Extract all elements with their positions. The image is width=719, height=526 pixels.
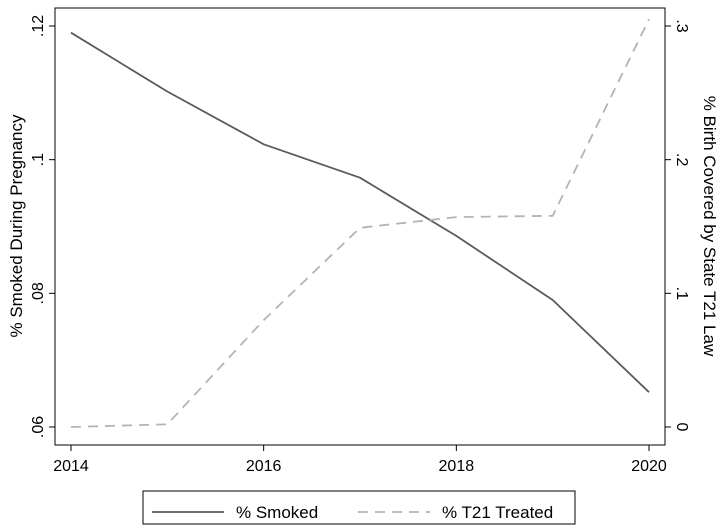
series-line-t21-treated (70, 18, 650, 428)
y-right-tick-label: .2 (673, 153, 690, 166)
y-right-tick-label: 0 (673, 423, 690, 432)
legend-box (142, 490, 576, 525)
y-axis-left-label: % Smoked During Pregnancy (7, 114, 26, 338)
legend-label-smoked: % Smoked (236, 503, 318, 522)
legend-label-t21: % T21 Treated (442, 503, 553, 522)
y-left-tick-label: .1 (30, 153, 47, 166)
y-right-tick-label: .1 (673, 287, 690, 300)
y-right-tick-label: .3 (673, 19, 690, 32)
y-left-tick-label: .12 (30, 15, 47, 37)
y-axis-right: 0 .1 .2 .3 (665, 19, 690, 432)
x-tick-label: 2014 (53, 458, 89, 475)
y-axis-left: .06 .08 .1 .12 (30, 15, 55, 438)
legend: % Smoked % T21 Treated (142, 490, 576, 525)
x-axis: 2014 2016 2018 2020 (53, 445, 667, 475)
y-left-tick-label: .08 (30, 282, 47, 304)
plot-area-frame (54, 7, 666, 446)
y-left-tick-label: .06 (30, 416, 47, 438)
x-tick-label: 2016 (246, 458, 282, 475)
series-layer (70, 18, 650, 428)
series-line-smoked (70, 31, 650, 393)
x-tick-label: 2018 (439, 458, 475, 475)
x-tick-label: 2020 (631, 458, 667, 475)
y-axis-right-label: % Birth Covered by State T21 Law (700, 96, 719, 357)
